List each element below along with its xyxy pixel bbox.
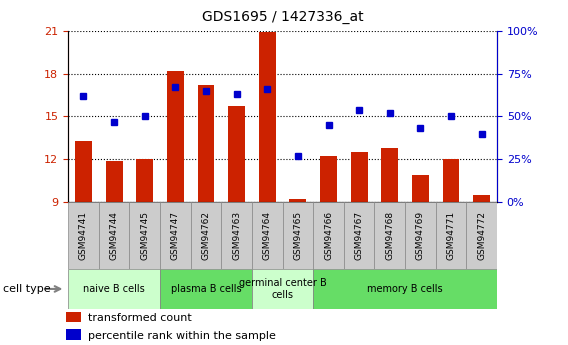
Bar: [252, 202, 283, 269]
Bar: [436, 202, 466, 269]
Text: GSM94768: GSM94768: [385, 211, 394, 260]
Text: GSM94765: GSM94765: [294, 211, 302, 260]
Bar: [442, 159, 460, 202]
Bar: [228, 107, 245, 202]
Bar: [313, 269, 497, 309]
Text: GSM94763: GSM94763: [232, 211, 241, 260]
Bar: [350, 152, 367, 202]
Bar: [412, 175, 429, 202]
Text: cell type: cell type: [3, 284, 51, 294]
Bar: [252, 269, 313, 309]
Bar: [68, 269, 160, 309]
Bar: [68, 202, 99, 269]
Bar: [473, 195, 490, 202]
Bar: [160, 269, 252, 309]
Text: GSM94741: GSM94741: [79, 211, 88, 260]
Text: transformed count: transformed count: [87, 313, 191, 323]
Text: GSM94744: GSM94744: [110, 211, 119, 260]
Text: GSM94762: GSM94762: [202, 211, 211, 260]
Text: GSM94769: GSM94769: [416, 211, 425, 260]
Text: GSM94771: GSM94771: [446, 211, 456, 260]
Bar: [259, 32, 275, 202]
Bar: [106, 160, 123, 202]
Text: percentile rank within the sample: percentile rank within the sample: [87, 331, 275, 341]
Bar: [130, 202, 160, 269]
Bar: [99, 202, 130, 269]
Text: GDS1695 / 1427336_at: GDS1695 / 1427336_at: [202, 10, 364, 24]
Bar: [374, 202, 405, 269]
Bar: [75, 141, 92, 202]
Text: memory B cells: memory B cells: [367, 284, 443, 294]
Bar: [283, 202, 313, 269]
Text: germinal center B
cells: germinal center B cells: [239, 278, 327, 300]
Bar: [160, 202, 191, 269]
Bar: [136, 159, 153, 202]
Text: GSM94764: GSM94764: [263, 211, 272, 260]
Bar: [198, 85, 215, 202]
Text: GSM94767: GSM94767: [354, 211, 364, 260]
Bar: [405, 202, 436, 269]
Text: GSM94766: GSM94766: [324, 211, 333, 260]
Text: GSM94745: GSM94745: [140, 211, 149, 260]
Bar: [191, 202, 222, 269]
Text: naive B cells: naive B cells: [83, 284, 145, 294]
Bar: [320, 156, 337, 202]
Bar: [290, 199, 306, 202]
Bar: [466, 202, 497, 269]
Text: plasma B cells: plasma B cells: [171, 284, 241, 294]
Bar: [344, 202, 374, 269]
Text: GSM94772: GSM94772: [477, 211, 486, 260]
Bar: [381, 148, 398, 202]
Text: GSM94747: GSM94747: [171, 211, 180, 260]
Bar: [66, 312, 81, 322]
Bar: [167, 71, 184, 202]
Bar: [222, 202, 252, 269]
Bar: [66, 329, 81, 340]
Bar: [313, 202, 344, 269]
